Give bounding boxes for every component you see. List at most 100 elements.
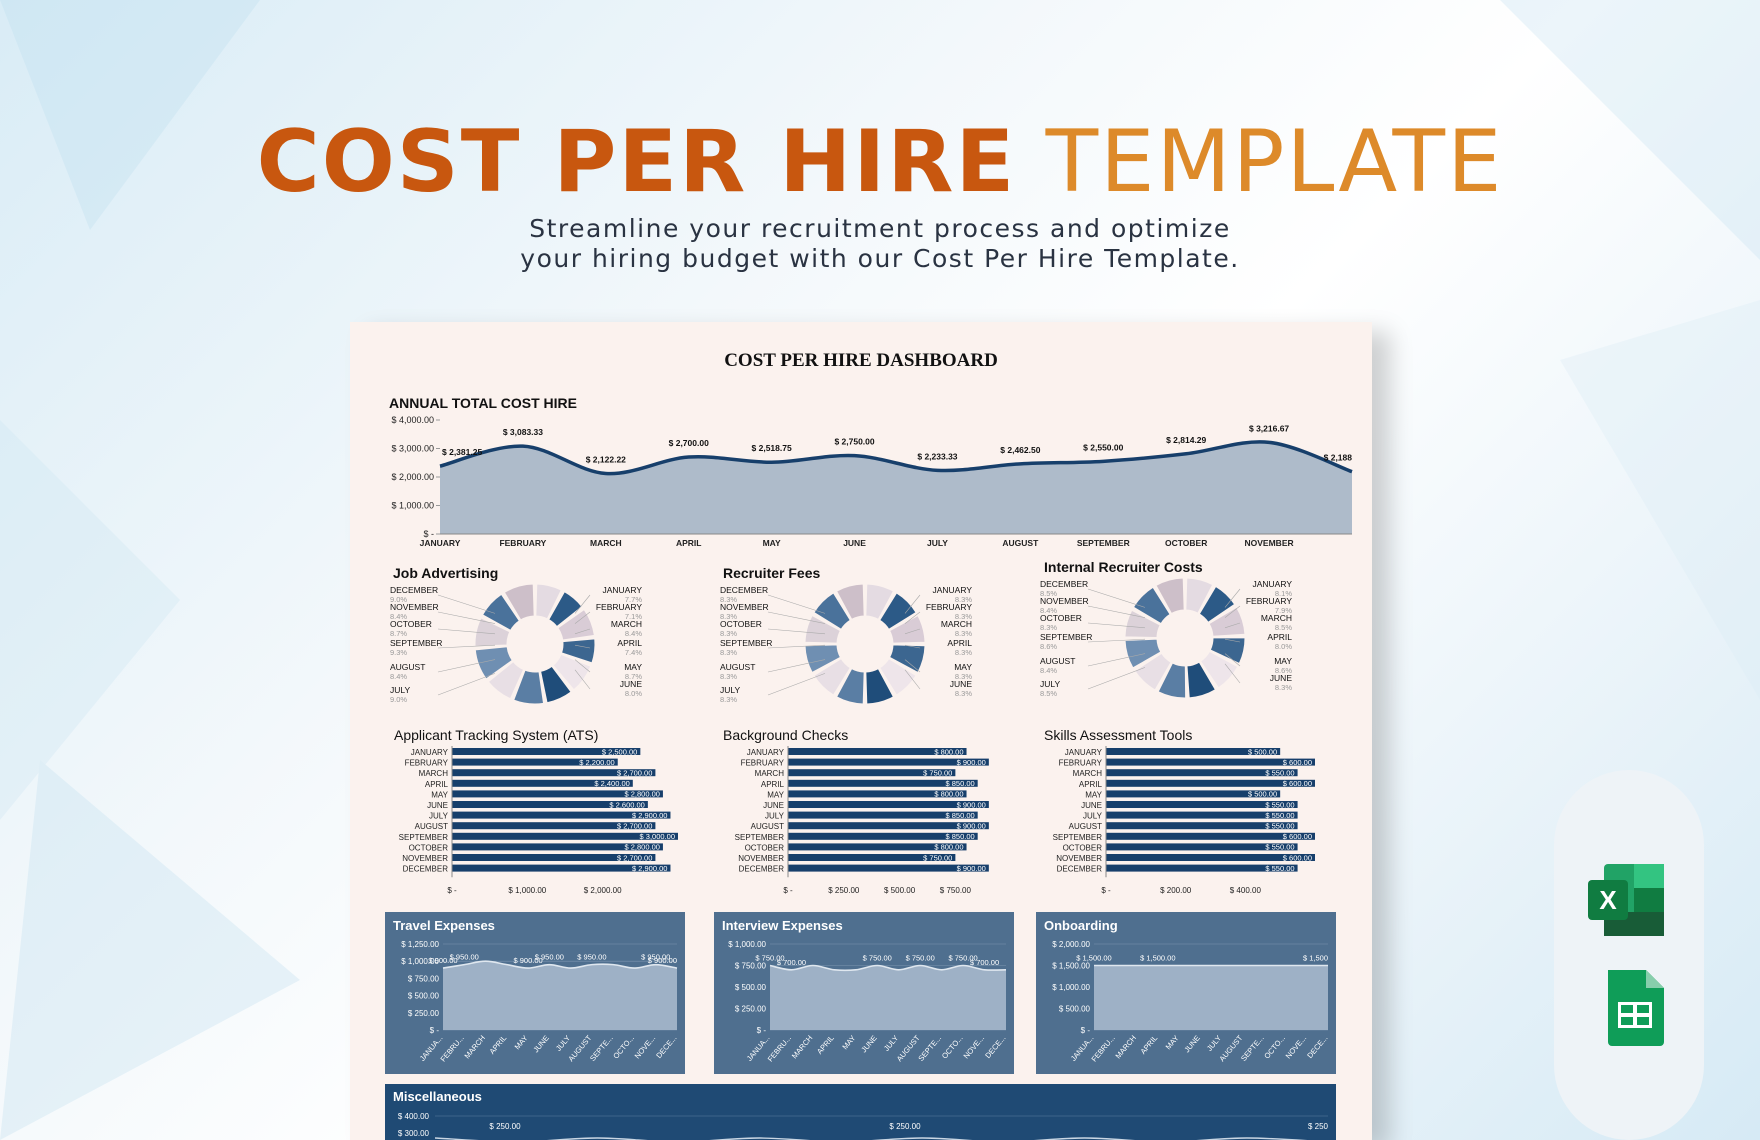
- skills-assessment-title: Skills Assessment Tools: [1044, 727, 1193, 743]
- bar-data-label: $ 600.00: [1283, 758, 1312, 767]
- panel-data-label: $ 250.00: [489, 1122, 521, 1131]
- pie-leader-line: [1224, 605, 1241, 618]
- bar: [788, 758, 989, 766]
- annual-ytick-label: $ 2,000.00: [391, 472, 434, 482]
- annual-data-label: $ 2,750.00: [834, 437, 874, 447]
- bar-xtick-label: $ 500.00: [884, 886, 916, 894]
- bar-category-label: APRIL: [761, 780, 785, 789]
- pie-value-label: 8.6%: [1275, 666, 1292, 675]
- pie-slice: [1198, 585, 1236, 623]
- pie-label: FEBRUARY: [926, 602, 972, 612]
- panel-data-label: $ 750.00: [906, 954, 935, 963]
- annual-data-label: $ 2,188: [1324, 453, 1353, 463]
- bar: [1106, 769, 1298, 777]
- bar: [788, 864, 989, 872]
- bar: [452, 811, 671, 819]
- panel-area-fill: [443, 961, 677, 1030]
- bar-category-label: JULY: [429, 812, 449, 821]
- pie-slice: [487, 660, 525, 700]
- bar-category-label: NOVEMBER: [402, 854, 448, 863]
- pie-value-label: 8.0%: [625, 689, 642, 698]
- panel-data-label: $ 1,500: [1303, 954, 1328, 963]
- bar-data-label: $ 550.00: [1265, 811, 1294, 820]
- panel-ytick-label: $ 1,250.00: [401, 940, 439, 949]
- panel-data-label: $ 900.00: [648, 956, 677, 965]
- bar-data-label: $ 850.00: [945, 811, 974, 820]
- pie-slice: [865, 667, 895, 705]
- bar-data-label: $ 900.00: [957, 822, 986, 831]
- pie-slice: [552, 653, 592, 691]
- pie-value-label: 8.3%: [1275, 683, 1292, 692]
- pie-leader-line: [1224, 663, 1241, 684]
- excel-icon[interactable]: X: [1586, 862, 1668, 938]
- panel-ytick-label: $ 400.00: [398, 1112, 430, 1121]
- pie-leader-line: [904, 644, 921, 649]
- bar-data-label: $ 2,900.00: [632, 864, 667, 873]
- pie-leader-line: [767, 644, 826, 649]
- pie-leader-line: [437, 594, 496, 614]
- panel-area-fill: [770, 965, 1006, 1030]
- annual-xtick-label: FEBRUARY: [499, 538, 546, 548]
- bar: [452, 779, 633, 787]
- annual-ytick-label: $ 4,000.00: [391, 415, 434, 425]
- pie-slice: [1124, 638, 1162, 669]
- pie-leader-line: [1087, 667, 1146, 690]
- pie-label: NOVEMBER: [1040, 596, 1089, 606]
- annual-xtick-label: APRIL: [676, 538, 702, 548]
- background-checks-title: Background Checks: [723, 727, 849, 743]
- pie-value-label: 8.5%: [1275, 623, 1292, 632]
- pie-leader-line: [767, 611, 826, 624]
- pie-value-label: 7.9%: [1275, 606, 1292, 615]
- pie-slice: [540, 665, 572, 704]
- annual-chart-title: ANNUAL TOTAL COST HIRE: [389, 395, 577, 411]
- bar-category-label: MARCH: [1073, 769, 1103, 778]
- skills-assessment-chart: JANUARY $ 500.00 FEBRUARY $ 600.00 MARCH $ 55…: [1053, 746, 1315, 894]
- pie-label: OCTOBER: [720, 619, 762, 629]
- bar-data-label: $ 900.00: [957, 800, 986, 809]
- panel-ytick-label: $ -: [430, 1026, 440, 1035]
- annual-ytick-label: $ -: [423, 529, 434, 539]
- bar-data-label: $ 850.00: [945, 779, 974, 788]
- bar-xtick-label: $ 400.00: [1230, 886, 1262, 894]
- bar-category-label: AUGUST: [1069, 822, 1102, 831]
- pie-leader-line: [1087, 653, 1146, 667]
- pie-value-label: 8.5%: [1040, 689, 1057, 698]
- pie-value-label: 8.3%: [955, 612, 972, 621]
- pie-leader-line: [437, 673, 496, 696]
- pie-value-label: 8.3%: [955, 629, 972, 638]
- pie-slice: [813, 658, 851, 696]
- pie-slice: [879, 658, 917, 696]
- pie-slice: [474, 617, 511, 647]
- pie-value-label: 7.7%: [625, 595, 642, 604]
- pie-slice: [1155, 577, 1185, 615]
- bar-data-label: $ 900.00: [957, 864, 986, 873]
- hero-subtitle-line1: Streamline your recruitment process and …: [529, 214, 1231, 243]
- pie-label: APRIL: [947, 638, 972, 648]
- annual-data-label: $ 2,814.29: [1166, 435, 1206, 445]
- bar-data-label: $ 3,000.00: [640, 832, 675, 841]
- bar-category-label: SEPTEMBER: [1053, 833, 1103, 842]
- panel-ytick-label: $ 2,000.00: [1052, 940, 1090, 949]
- bar-category-label: SEPTEMBER: [735, 833, 785, 842]
- bar: [452, 769, 656, 777]
- panel-ytick-label: $ 500.00: [735, 983, 767, 992]
- bar: [1106, 832, 1315, 840]
- pie-label: JUNE: [1270, 673, 1293, 683]
- annual-total-cost-chart: $ - $ 1,000.00 $ 2,000.00 $ 3,000.00 $ 4,000…: [391, 415, 1353, 548]
- bar: [452, 854, 656, 861]
- panel-ytick-label: $ -: [757, 1026, 767, 1035]
- annual-data-label: $ 2,550.00: [1083, 442, 1123, 452]
- bar-data-label: $ 2,700.00: [617, 853, 652, 862]
- hero-title-bold: COST PER HIRE: [256, 112, 1017, 212]
- google-sheets-icon[interactable]: [1604, 968, 1666, 1048]
- pie-slice: [560, 638, 596, 664]
- bar-category-label: JANUARY: [747, 748, 785, 757]
- bar: [788, 854, 956, 861]
- pie-slice: [474, 646, 513, 680]
- pie-value-label: 8.4%: [1040, 606, 1057, 615]
- pie-leader-line: [904, 669, 921, 690]
- hero-title: COST PER HIRE TEMPLATE: [0, 112, 1760, 212]
- pie-label: MAY: [624, 662, 642, 672]
- bar-category-label: FEBRUARY: [405, 759, 449, 768]
